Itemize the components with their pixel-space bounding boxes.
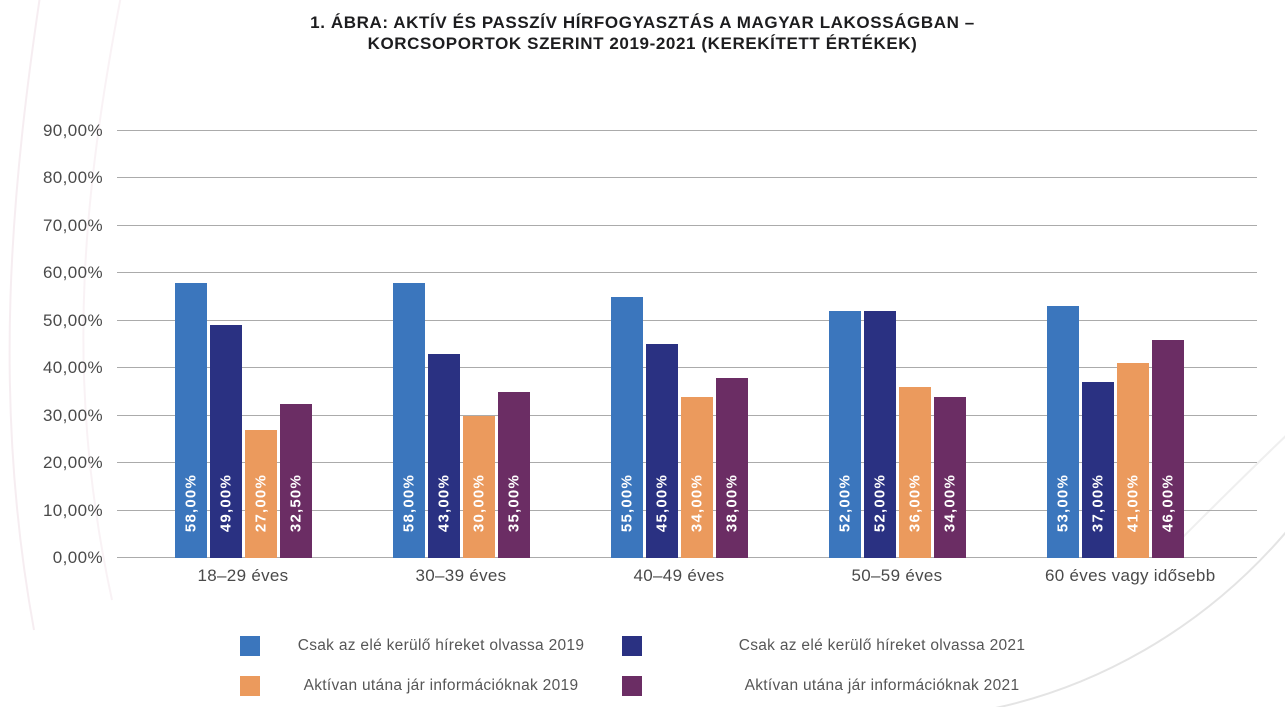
bar: 32,50%	[279, 403, 312, 558]
gridline	[117, 129, 1257, 131]
bar-group: 55,00% 45,00% 34,00% 38,00%	[609, 107, 749, 558]
y-axis-tick-label: 40,00%	[42, 358, 103, 378]
x-axis-category-label: 30–39 éves	[415, 566, 507, 585]
bar: 49,00%	[209, 325, 242, 558]
gridline	[117, 177, 1257, 179]
bar-value-label: 35,00%	[505, 473, 522, 532]
legend-item: Csak az elé kerülő híreket olvassa 2019	[240, 636, 622, 656]
gridline	[117, 224, 1257, 226]
legend-label: Aktívan utána jár információknak 2021	[744, 677, 1020, 694]
bar-value-label: 46,00%	[1159, 473, 1176, 532]
x-axis: 18–29 éves 30–39 éves 40–49 éves 50–59 éves…	[117, 566, 1257, 586]
bar: 52,00%	[828, 311, 861, 558]
y-axis-tick-label: 0,00%	[52, 548, 103, 567]
x-axis-category-label: 50–59 éves	[851, 566, 943, 585]
bar-value-label: 55,00%	[618, 473, 635, 532]
y-axis-tick-label: 90,00%	[42, 120, 103, 140]
chart-title-line1: 1. ÁBRA: AKTÍV ÉS PASSZÍV HÍRFOGYASZTÁS …	[310, 13, 975, 32]
bar-value-label: 53,00%	[1054, 473, 1071, 532]
bar-value-label: 52,00%	[871, 473, 888, 532]
bar-value-label: 37,00%	[1089, 473, 1106, 532]
y-axis-tick-label: 70,00%	[42, 215, 103, 235]
chart-title: 1. ÁBRA: AKTÍV ÉS PASSZÍV HÍRFOGYASZTÁS …	[0, 12, 1285, 54]
bar-value-label: 34,00%	[688, 473, 705, 532]
bar: 34,00%	[680, 396, 713, 558]
gridline	[117, 272, 1257, 274]
bar: 35,00%	[497, 391, 530, 558]
gridline	[117, 367, 1257, 369]
bar-group: 52,00% 52,00% 36,00% 34,00%	[827, 107, 967, 558]
bar-value-label: 27,00%	[252, 473, 269, 532]
legend-swatch	[240, 676, 260, 696]
bar: 36,00%	[898, 387, 931, 558]
chart-title-line2: KORCSOPORTOK SZERINT 2019-2021 (KEREKÍTE…	[367, 34, 918, 53]
legend-item: Aktívan utána jár információknak 2019	[240, 676, 622, 696]
y-axis-tick-label: 50,00%	[42, 310, 103, 330]
x-axis-category-label: 18–29 éves	[197, 566, 289, 585]
bar: 43,00%	[427, 353, 460, 558]
bar-value-label: 45,00%	[653, 473, 670, 532]
bar-value-label: 36,00%	[906, 473, 923, 532]
y-axis-tick-label: 20,00%	[42, 453, 103, 473]
bar-value-label: 34,00%	[941, 473, 958, 532]
legend-swatch	[240, 636, 260, 656]
bar: 45,00%	[645, 344, 678, 558]
bar-value-label: 58,00%	[400, 473, 417, 532]
bar-value-label: 58,00%	[182, 473, 199, 532]
plot-area: 0,00% 10,00% 20,00% 30,00% 40,00% 50,00% 60,00…	[43, 107, 1257, 567]
legend: Csak az elé kerülő híreket olvassa 2019 C…	[240, 636, 1122, 696]
bar-value-label: 41,00%	[1124, 473, 1141, 532]
legend-swatch	[622, 636, 642, 656]
bar: 53,00%	[1046, 306, 1079, 558]
bar: 41,00%	[1116, 363, 1149, 558]
bar-group: 58,00% 49,00% 27,00% 32,50%	[173, 107, 313, 558]
legend-label: Csak az elé kerülő híreket olvassa 2019	[297, 637, 585, 654]
bar: 30,00%	[462, 415, 495, 558]
bar: 58,00%	[174, 282, 207, 558]
gridline	[117, 319, 1257, 321]
bar: 55,00%	[610, 296, 643, 558]
bar-group: 53,00% 37,00% 41,00% 46,00%	[1045, 107, 1185, 558]
bar-value-label: 32,50%	[287, 473, 304, 532]
bar: 37,00%	[1081, 382, 1114, 558]
legend-label: Csak az elé kerülő híreket olvassa 2021	[738, 637, 1026, 654]
bar-value-label: 49,00%	[217, 473, 234, 532]
bar: 58,00%	[392, 282, 425, 558]
bar-value-label: 52,00%	[836, 473, 853, 532]
bar-value-label: 43,00%	[435, 473, 452, 532]
bar: 34,00%	[933, 396, 966, 558]
bar: 46,00%	[1151, 339, 1184, 558]
bar-group: 58,00% 43,00% 30,00% 35,00%	[391, 107, 531, 558]
bar-value-label: 30,00%	[470, 473, 487, 532]
bar: 52,00%	[863, 311, 896, 558]
bar: 38,00%	[715, 377, 748, 558]
legend-swatch	[622, 676, 642, 696]
y-axis-tick-label: 10,00%	[42, 500, 103, 520]
y-axis-tick-label: 30,00%	[42, 405, 103, 425]
x-axis-category-label: 40–49 éves	[633, 566, 725, 585]
y-axis-tick-label: 80,00%	[42, 168, 103, 188]
legend-item: Csak az elé kerülő híreket olvassa 2021	[622, 636, 1122, 656]
bar-groups: 58,00% 49,00% 27,00% 32,50% 58,00% 43,00% 30,0…	[117, 107, 1257, 558]
y-axis-tick-label: 60,00%	[42, 263, 103, 283]
legend-item: Aktívan utána jár információknak 2021	[622, 676, 1122, 696]
bar: 27,00%	[244, 429, 277, 558]
x-axis-category-label: 60 éves vagy idősebb	[1045, 566, 1216, 585]
bar-value-label: 38,00%	[723, 473, 740, 532]
legend-label: Aktívan utána jár információknak 2019	[303, 677, 579, 694]
